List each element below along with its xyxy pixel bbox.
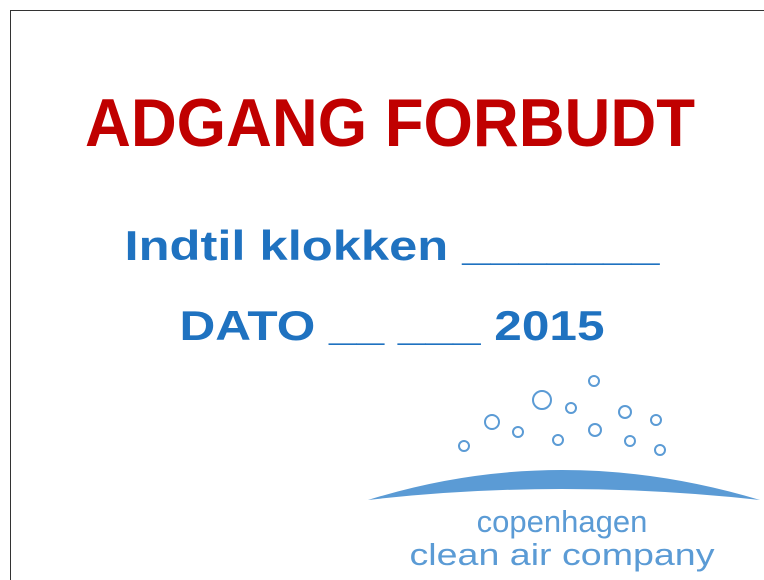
bubble [650, 414, 662, 426]
logo [458, 375, 666, 456]
bubble [532, 390, 552, 410]
bubble [624, 435, 636, 447]
bubble [618, 405, 632, 419]
bubble [654, 444, 666, 456]
bubble [484, 414, 500, 430]
bubble [588, 375, 600, 387]
bubble [458, 440, 470, 452]
bubble [552, 434, 564, 446]
bubble [588, 423, 602, 437]
title: ADGANG FORBUDT [85, 85, 695, 161]
time-line: Indtil klokken _______ [125, 222, 661, 269]
logo-arc [368, 470, 760, 500]
logo-name: copenhagen [477, 504, 648, 539]
bubble [512, 426, 524, 438]
bubble [565, 402, 577, 414]
date-line: DATO __ ___ 2015 [180, 302, 605, 349]
logo-tagline: clean air company [410, 537, 716, 572]
